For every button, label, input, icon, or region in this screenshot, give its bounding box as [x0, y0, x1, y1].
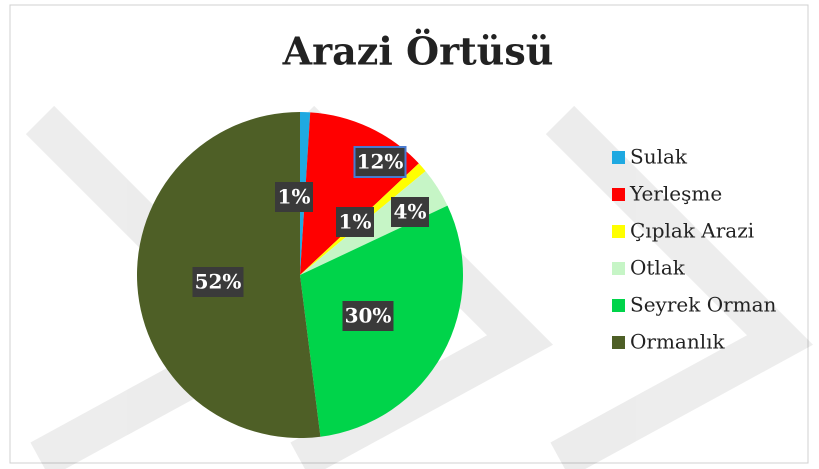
legend-label: Seyrek Orman	[630, 293, 777, 317]
data-label-box	[353, 146, 407, 178]
legend-swatch	[612, 336, 625, 349]
data-label: 52%	[195, 270, 242, 294]
legend-label: Çıplak Arazi	[630, 219, 754, 243]
legend-label: Ormanlık	[630, 330, 726, 354]
legend-swatch	[612, 188, 625, 201]
legend-swatch	[612, 299, 625, 312]
data-label: 1%	[339, 210, 372, 234]
data-label-box	[391, 197, 429, 227]
data-label-box	[192, 267, 244, 297]
chart-title: Arazi Örtüsü	[282, 29, 554, 74]
legend-label: Otlak	[630, 256, 686, 280]
data-label: 30%	[345, 304, 392, 328]
data-label: 12%	[357, 150, 404, 174]
data-label: 4%	[394, 200, 427, 224]
legend-label: Sulak	[630, 145, 688, 169]
legend-swatch	[612, 225, 625, 238]
data-label-box	[342, 301, 394, 331]
data-label: 1%	[278, 185, 311, 209]
legend-swatch	[612, 151, 625, 164]
data-label-box	[275, 182, 313, 212]
data-label-box	[336, 207, 374, 237]
legend-label: Yerleşme	[629, 182, 722, 206]
legend-swatch	[612, 262, 625, 275]
